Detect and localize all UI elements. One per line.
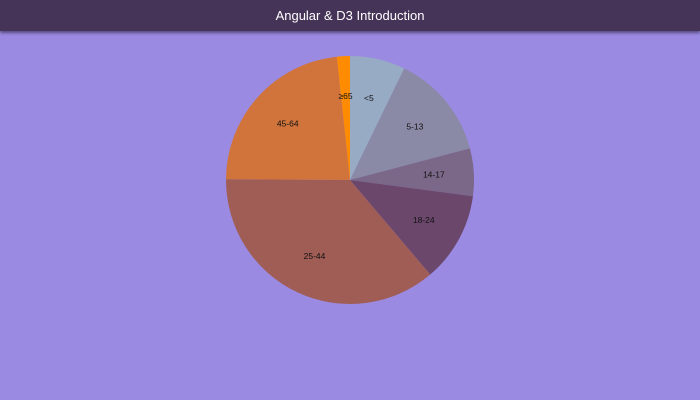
slice-label: <5	[364, 93, 374, 103]
pie-chart: <5 5-13 14-17 18-24 25-44 45-64 ≥65	[225, 56, 474, 304]
pie-slice	[226, 56, 350, 180]
pie-slice	[350, 148, 474, 197]
pie-group: <5 5-13 14-17 18-24 25-44 45-64 ≥65	[225, 56, 474, 304]
app-header: Angular & D3 Introduction	[0, 0, 700, 31]
slice-label: 18-24	[413, 215, 435, 225]
pie-slice	[350, 56, 405, 180]
pie-slice	[350, 68, 470, 180]
slice-label: 45-64	[277, 119, 299, 129]
slice-label: 5-13	[406, 122, 423, 132]
slice-label: 14-17	[423, 170, 445, 180]
slice-label: ≥65	[338, 91, 352, 101]
pie-slice	[350, 180, 473, 275]
app-title: Angular & D3 Introduction	[275, 8, 425, 23]
slice-label: 25-44	[304, 251, 326, 261]
pie-slice	[225, 179, 431, 304]
pie-slice	[336, 56, 350, 180]
chart-area: <5 5-13 14-17 18-24 25-44 45-64 ≥65	[0, 31, 700, 400]
